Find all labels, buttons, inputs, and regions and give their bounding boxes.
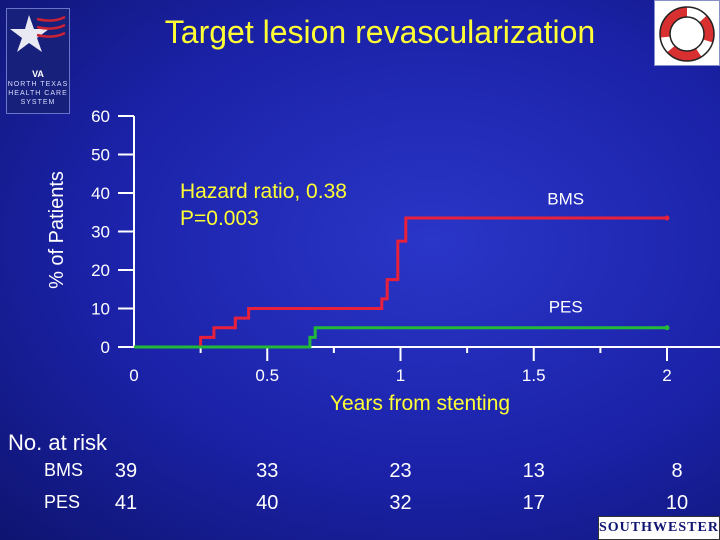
risk-cell: 39: [114, 460, 138, 482]
risk-row-bms: BMS 39 33 23 13 8: [0, 460, 720, 486]
lifebuoy-logo: [654, 0, 720, 66]
risk-cell: 10: [665, 492, 689, 514]
risk-row-label: PES: [44, 492, 81, 512]
risk-cell: 33: [256, 460, 279, 482]
series-end-point: [664, 215, 670, 221]
y-tick-label: 20: [91, 261, 110, 280]
p-value-text: P=0.003: [180, 207, 259, 230]
x-tick-label: 1: [396, 366, 405, 385]
series-labels: BMS PES: [547, 190, 584, 317]
risk-cell: 23: [389, 460, 412, 482]
series-line-pes: [134, 326, 667, 349]
y-tick-label: 10: [91, 300, 110, 319]
axes: [118, 115, 720, 361]
y-tick-label: 50: [91, 146, 110, 165]
x-tick-label: 0.5: [255, 366, 279, 385]
series-end-point: [664, 325, 670, 331]
lifebuoy-icon: [659, 6, 715, 62]
y-tick-label: 0: [101, 338, 110, 357]
x-axis-label: Years from stenting: [330, 392, 510, 415]
x-tick-label: 1.5: [522, 366, 546, 385]
series-lines: [134, 215, 670, 349]
risk-row-label: BMS: [44, 460, 84, 480]
series-label-bms: BMS: [547, 190, 584, 209]
risk-cell: 41: [114, 492, 138, 514]
x-tick-label: 2: [662, 366, 671, 385]
star-icon: [10, 15, 66, 52]
risk-cell: 13: [522, 460, 545, 482]
logo-va-text: VA: [32, 69, 44, 79]
x-tick-label: 0: [129, 366, 138, 385]
logo-system-text: NORTH TEXAS HEALTH CARE SYSTEM: [7, 81, 69, 106]
chart-title: Target lesion revascularization: [164, 14, 596, 50]
risk-cell: 40: [256, 492, 279, 514]
risk-cell: 8: [671, 460, 683, 482]
hazard-ratio-text: Hazard ratio, 0.38: [180, 180, 347, 203]
series-line-bms: [134, 216, 667, 349]
y-tick-label: 40: [91, 184, 110, 203]
y-axis-label: % of Patients: [46, 171, 68, 289]
southwestern-logo: SOUTHWESTERN: [598, 516, 720, 540]
risk-cell: 17: [522, 492, 545, 514]
risk-cell: 32: [389, 492, 412, 514]
tick-labels: 0 10 20 30 40 50 60 0 0.5 1 1.5 2: [91, 107, 672, 385]
series-label-pes: PES: [549, 297, 583, 316]
y-tick-label: 60: [91, 107, 110, 126]
risk-row-pes: PES 41 40 32 17 10: [0, 492, 720, 518]
y-tick-label: 30: [91, 223, 110, 242]
va-logo: VA NORTH TEXAS HEALTH CARE SYSTEM: [6, 8, 70, 114]
risk-table-title: No. at risk: [8, 430, 108, 455]
